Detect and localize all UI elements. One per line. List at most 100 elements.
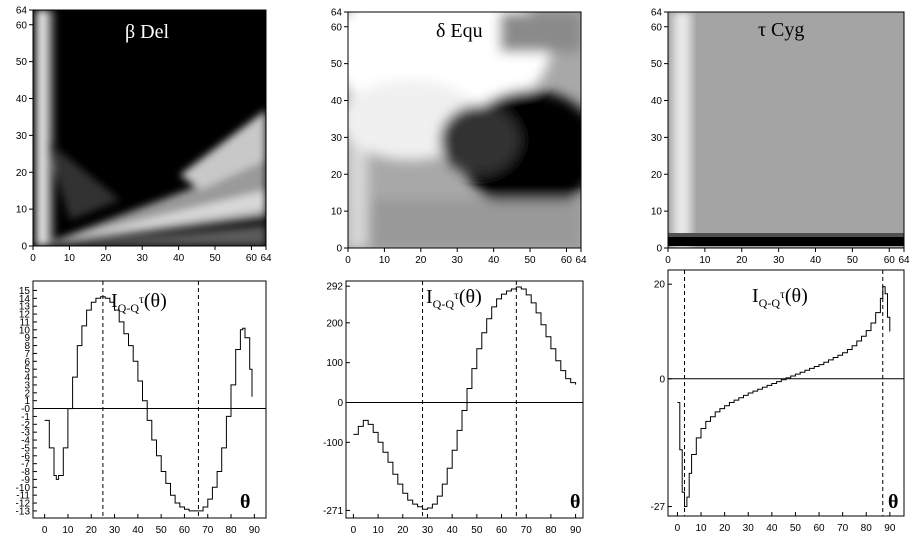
x-tick-label: 10	[379, 255, 391, 266]
x-tick-label: 80	[861, 523, 873, 534]
x-tick-label: 40	[766, 523, 778, 534]
x-tick-label: 10	[64, 253, 76, 264]
y-tick-label: 4	[24, 373, 30, 384]
x-tick-label: 10	[699, 255, 711, 266]
x-tick-label: 0	[665, 255, 671, 266]
x-tick-label: 30	[137, 253, 149, 264]
x-tick-label: 40	[810, 255, 822, 266]
y-tick-label: 64	[331, 8, 343, 19]
series-line	[44, 296, 253, 512]
y-tick-label: 0	[659, 374, 665, 385]
y-tick-label: 12	[19, 310, 31, 321]
x-tick-label: 50	[471, 525, 483, 536]
y-tick-label: -13	[16, 506, 31, 517]
plot-frame	[32, 280, 267, 519]
y-tick-label: 30	[331, 133, 343, 144]
y-tick-label: 2	[24, 388, 30, 399]
line-plot-beta-del: 0 10 20 30 40 50 60 70 80 90151413121110987654321…	[16, 280, 267, 536]
x-tick-label: 60	[813, 523, 825, 534]
plot-frame	[345, 280, 584, 519]
heatmap-title: β Del	[125, 21, 169, 43]
x-tick-label: 20	[100, 253, 112, 264]
x-tick-label: 20	[86, 525, 98, 536]
plot-title: IQ-Qτ(θ)	[752, 285, 808, 310]
x-tick-label: 0	[42, 525, 48, 536]
heatmap-intensity	[348, 12, 581, 248]
heatmap-title: τ Cyg	[758, 19, 804, 41]
y-tick-label: 200	[326, 318, 343, 329]
series-line	[353, 286, 577, 510]
y-tick-label: 9	[24, 333, 30, 344]
x-tick-label: 10	[373, 525, 385, 536]
x-tick-label: 50	[209, 253, 221, 264]
y-tick-label: -3	[21, 428, 30, 439]
x-tick-label: 0	[345, 255, 351, 266]
x-tick-label: 90	[884, 523, 896, 534]
y-tick-label: 10	[19, 325, 31, 336]
y-tick-label: 64	[651, 8, 663, 19]
y-tick-label: 60	[331, 22, 343, 33]
x-tick-label: 30	[452, 255, 464, 266]
y-tick-label: -11	[16, 491, 30, 502]
x-tick-label: 70	[521, 525, 533, 536]
y-tick-label: 14	[19, 294, 31, 305]
x-tick-label: 60	[561, 255, 573, 266]
y-tick-label: 20	[16, 168, 28, 179]
y-tick-label: -0	[21, 404, 30, 415]
x-tick-label: 70	[837, 523, 849, 534]
y-tick-label: -4	[21, 436, 30, 447]
y-tick-label: 11	[20, 317, 31, 328]
y-tick-label: -2	[21, 420, 30, 431]
y-tick-label: -100	[323, 438, 343, 449]
x-tick-label: 80	[225, 525, 237, 536]
x-tick-label: 50	[847, 255, 859, 266]
y-tick-label: 292	[326, 282, 343, 293]
y-tick-label: 10	[16, 205, 28, 216]
x-tick-label: 70	[202, 525, 214, 536]
y-tick-label: 60	[651, 22, 663, 33]
x-tick-label: 80	[545, 525, 557, 536]
x-tick-label: 60	[884, 255, 896, 266]
y-tick-label: -1	[21, 412, 30, 423]
x-tick-label: 50	[524, 255, 536, 266]
x-tick-label: 90	[249, 525, 261, 536]
line-plot-delta-equ: 0 10 20 30 40 50 60 70 80 90 292 200 100 0 -100 -271 IQ…	[323, 280, 584, 536]
x-tick-label: 64	[898, 255, 910, 266]
heatmap-background	[668, 12, 904, 248]
y-tick-label: 30	[16, 131, 28, 142]
y-tick-label: 20	[651, 170, 663, 181]
plot-frame	[667, 269, 905, 517]
x-tick-label: 30	[109, 525, 121, 536]
heatmap-frame	[347, 11, 582, 249]
line-plot-tau-cyg: 0 10 20 30 40 50 60 70 80 90 20 0 -27 IQ-Qτ(θ) θ	[651, 269, 905, 534]
y-tick-label: -10	[16, 483, 31, 494]
y-tick-label: 100	[326, 358, 343, 369]
y-tick-label: -8	[21, 467, 30, 478]
x-tick-label: 50	[156, 525, 168, 536]
x-tick-label: 60	[246, 253, 258, 264]
x-tick-label: 0	[675, 523, 681, 534]
y-tick-label: 50	[651, 59, 663, 70]
y-tick-label: 0	[336, 244, 342, 255]
x-axis-label-theta: θ	[570, 491, 580, 513]
y-tick-label: -271	[323, 506, 343, 517]
x-tick-label: 20	[415, 255, 427, 266]
y-tick-label: 7	[24, 349, 30, 360]
y-tick-label: 0	[21, 242, 27, 253]
x-tick-label: 30	[743, 523, 755, 534]
y-tick-label: 10	[651, 207, 663, 218]
y-tick-label: 20	[331, 170, 343, 181]
x-tick-label: 30	[773, 255, 785, 266]
heatmap-frame	[667, 11, 905, 249]
plot-title: IQ-Qτ(θ)	[426, 286, 482, 311]
x-tick-label: 90	[570, 525, 582, 536]
y-tick-label: 3	[24, 380, 30, 391]
y-tick-label: 60	[16, 20, 28, 31]
y-tick-label: 6	[24, 357, 30, 368]
y-tick-label: 5	[24, 365, 30, 376]
heatmap-intensity	[672, 12, 693, 248]
